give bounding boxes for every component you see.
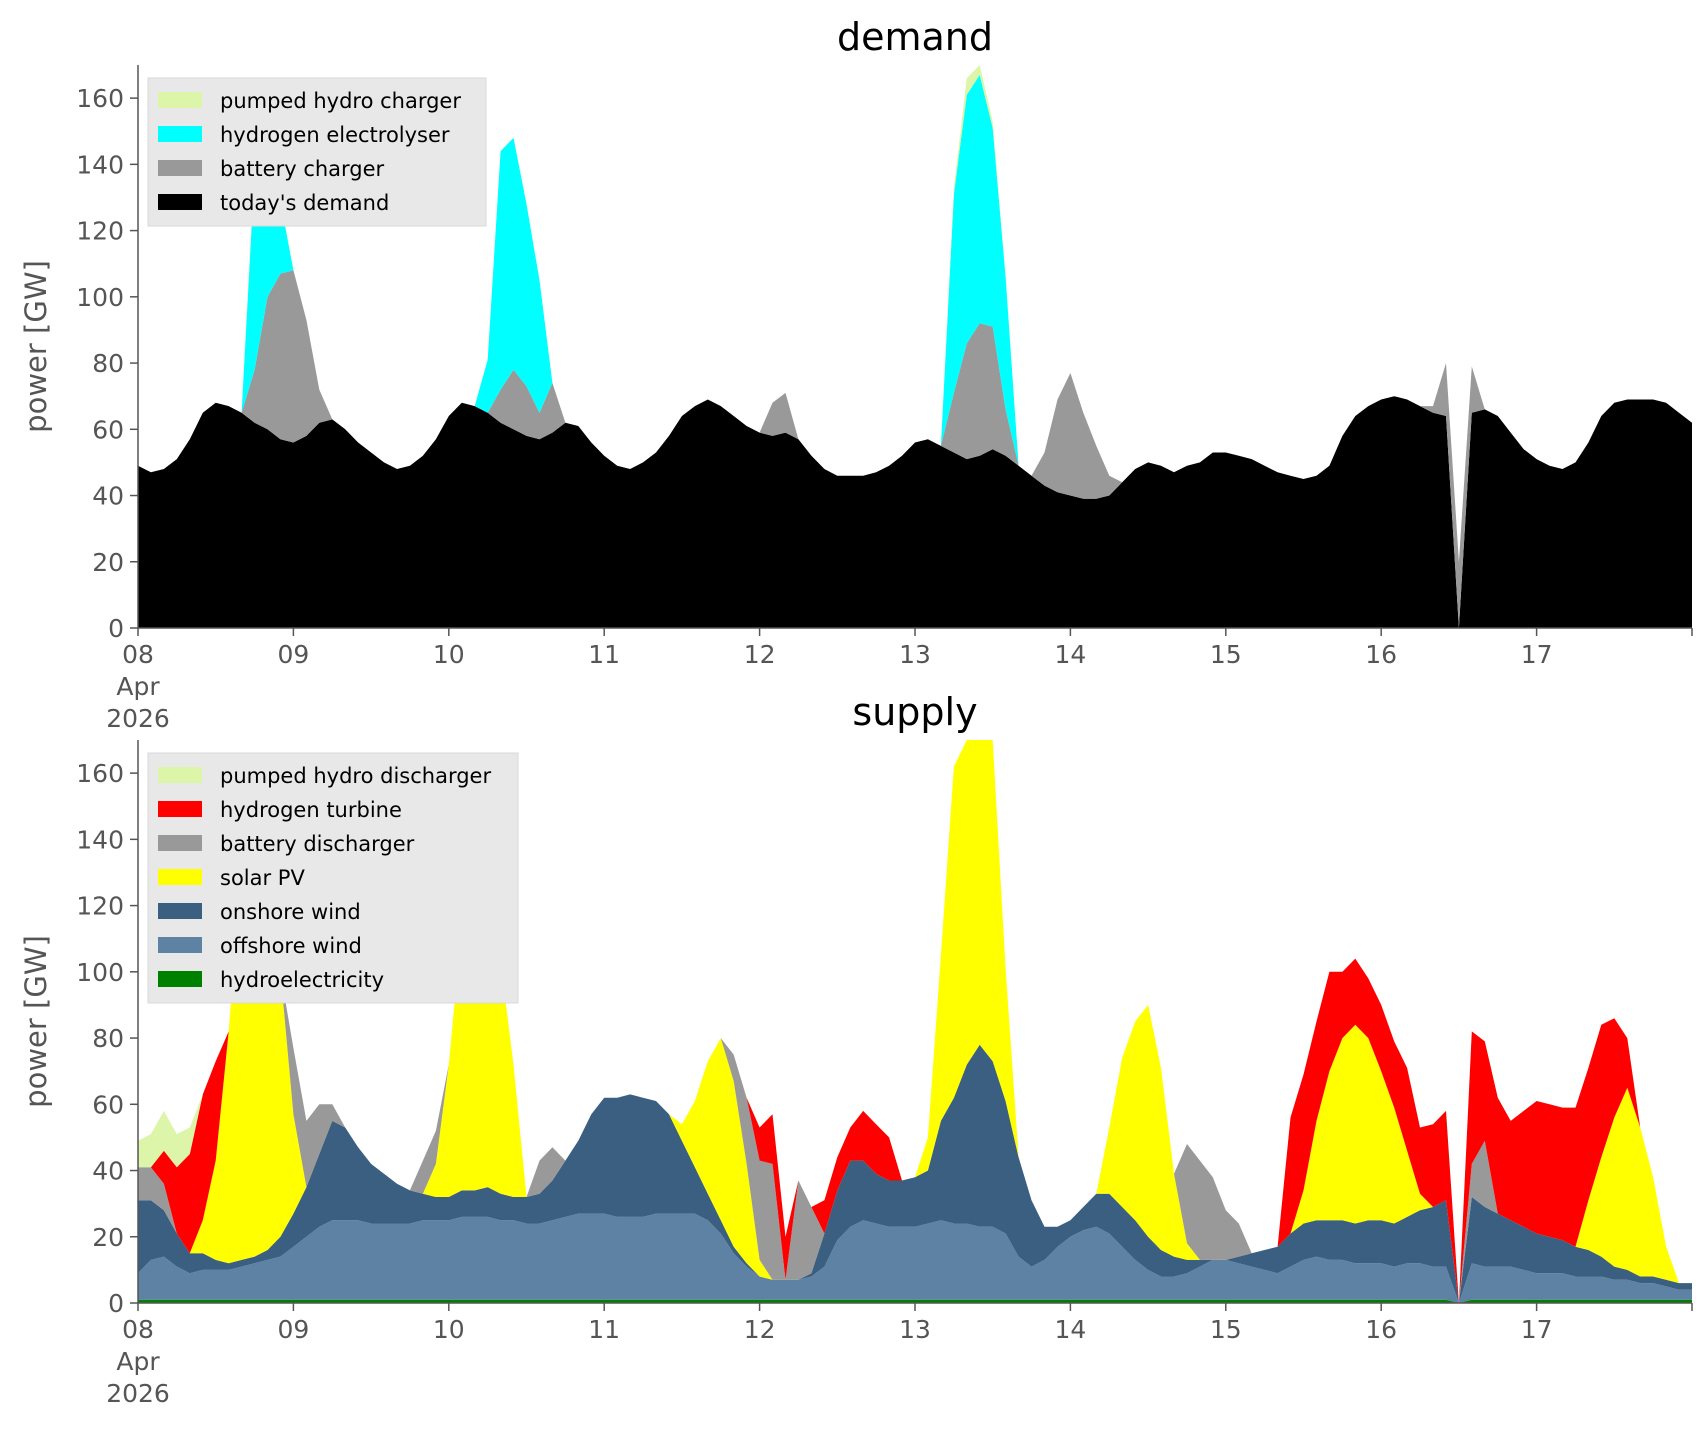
x-tick-label: 15: [1210, 1315, 1242, 1344]
y-tick-label: 0: [108, 614, 124, 643]
legend-swatch-battery-charger: [158, 160, 202, 176]
y-tick-label: 0: [108, 1289, 124, 1318]
y-axis-label: power [GW]: [19, 935, 53, 1108]
legend-box: [147, 77, 487, 227]
legend-swatch-today-s-demand: [158, 194, 202, 210]
x-tick-label: Apr: [116, 1347, 160, 1376]
y-tick-label: 20: [92, 1223, 124, 1252]
x-tick-label: 14: [1054, 640, 1086, 669]
legend-label-hydroelectricity: hydroelectricity: [220, 968, 384, 992]
area-hydrogen-turbine: [138, 740, 1692, 1303]
y-tick-label: 40: [92, 1157, 124, 1186]
x-tick-label: 17: [1521, 640, 1553, 669]
legend-label-battery-discharger: battery discharger: [220, 832, 415, 856]
area-hydrogen-electrolyser: [138, 74, 1692, 622]
supply-panel: supply power [GW] 0 20 40 60 80 100 120 140 160 08 A…: [19, 690, 1693, 1408]
legend-label-solar-pv: solar PV: [220, 866, 305, 890]
area-battery-charger: [138, 270, 1692, 628]
legend-label-pumped-hydro-charger: pumped hydro charger: [220, 89, 461, 113]
x-tick-label: 17: [1521, 1315, 1553, 1344]
y-tick-label: 40: [92, 482, 124, 511]
x-tick-label: 10: [433, 1315, 465, 1344]
area-today-s-demand: [138, 389, 1692, 628]
legend-swatch-solar-pv: [158, 869, 202, 885]
x-tick-label: 13: [899, 640, 931, 669]
x-tick-label: 09: [277, 640, 309, 669]
y-tick-label: 100: [76, 283, 124, 312]
x-tick-label: 10: [433, 640, 465, 669]
legend-label-today-s-demand: today's demand: [220, 191, 389, 215]
y-tick-label: 100: [76, 958, 124, 987]
legend-label-pumped-hydro-discharger: pumped hydro discharger: [220, 764, 491, 788]
chart-title: demand: [837, 15, 993, 59]
area-hydroelectricity: [138, 1299, 1692, 1303]
legend-swatch-hydrogen-turbine: [158, 801, 202, 817]
x-tick-label: 12: [744, 1315, 776, 1344]
x-tick-label: 09: [277, 1315, 309, 1344]
legend: pumped hydro charger hydrogen electrolyse…: [147, 77, 487, 227]
x-tick-label: 16: [1365, 1315, 1397, 1344]
y-tick-label: 120: [76, 217, 124, 246]
x-tick-label: 2026: [106, 704, 170, 733]
legend-swatch-battery-discharger: [158, 835, 202, 851]
x-tick-label: 12: [744, 640, 776, 669]
x-tick-label: Apr: [116, 672, 160, 701]
legend-label-offshore-wind: offshore wind: [220, 934, 362, 958]
y-tick-label: 60: [92, 1090, 124, 1119]
legend-box: [147, 752, 519, 1004]
y-axis-label: power [GW]: [19, 260, 53, 433]
y-tick-label: 80: [92, 1024, 124, 1053]
y-tick-label: 140: [76, 150, 124, 179]
legend-swatch-offshore-wind: [158, 937, 202, 953]
y-tick-label: 60: [92, 415, 124, 444]
legend-label-hydrogen-turbine: hydrogen turbine: [220, 798, 402, 822]
y-tick-label: 80: [92, 349, 124, 378]
y-tick-label: 160: [76, 84, 124, 113]
x-tick-label: 16: [1365, 640, 1397, 669]
legend-swatch-hydroelectricity: [158, 971, 202, 987]
y-tick-label: 20: [92, 548, 124, 577]
legend-swatch-onshore-wind: [158, 903, 202, 919]
x-tick-label: 15: [1210, 640, 1242, 669]
area-onshore-wind: [138, 1044, 1692, 1303]
legend-label-onshore-wind: onshore wind: [220, 900, 361, 924]
chart-title: supply: [852, 690, 977, 734]
x-tick-label: 13: [899, 1315, 931, 1344]
y-tick-label: 120: [76, 892, 124, 921]
legend-swatch-pumped-hydro-charger: [158, 92, 202, 108]
area-offshore-wind: [138, 1213, 1692, 1303]
legend: pumped hydro discharger hydrogen turbine b…: [147, 752, 519, 1004]
legend-swatch-hydrogen-electrolyser: [158, 126, 202, 142]
x-tick-label: 14: [1054, 1315, 1086, 1344]
legend-swatch-pumped-hydro-discharger: [158, 767, 202, 783]
y-tick-label: 160: [76, 759, 124, 788]
legend-label-battery-charger: battery charger: [220, 157, 385, 181]
legend-label-hydrogen-electrolyser: hydrogen electrolyser: [220, 123, 450, 147]
x-tick-label: 2026: [106, 1379, 170, 1408]
demand-panel: demand power [GW] 0 20 40 60 80 100 120 140 160 08 A…: [19, 15, 1693, 733]
x-tick-label: 08: [122, 640, 154, 669]
x-tick-label: 11: [588, 640, 620, 669]
x-tick-label: 11: [588, 1315, 620, 1344]
y-tick-label: 140: [76, 825, 124, 854]
x-tick-label: 08: [122, 1315, 154, 1344]
